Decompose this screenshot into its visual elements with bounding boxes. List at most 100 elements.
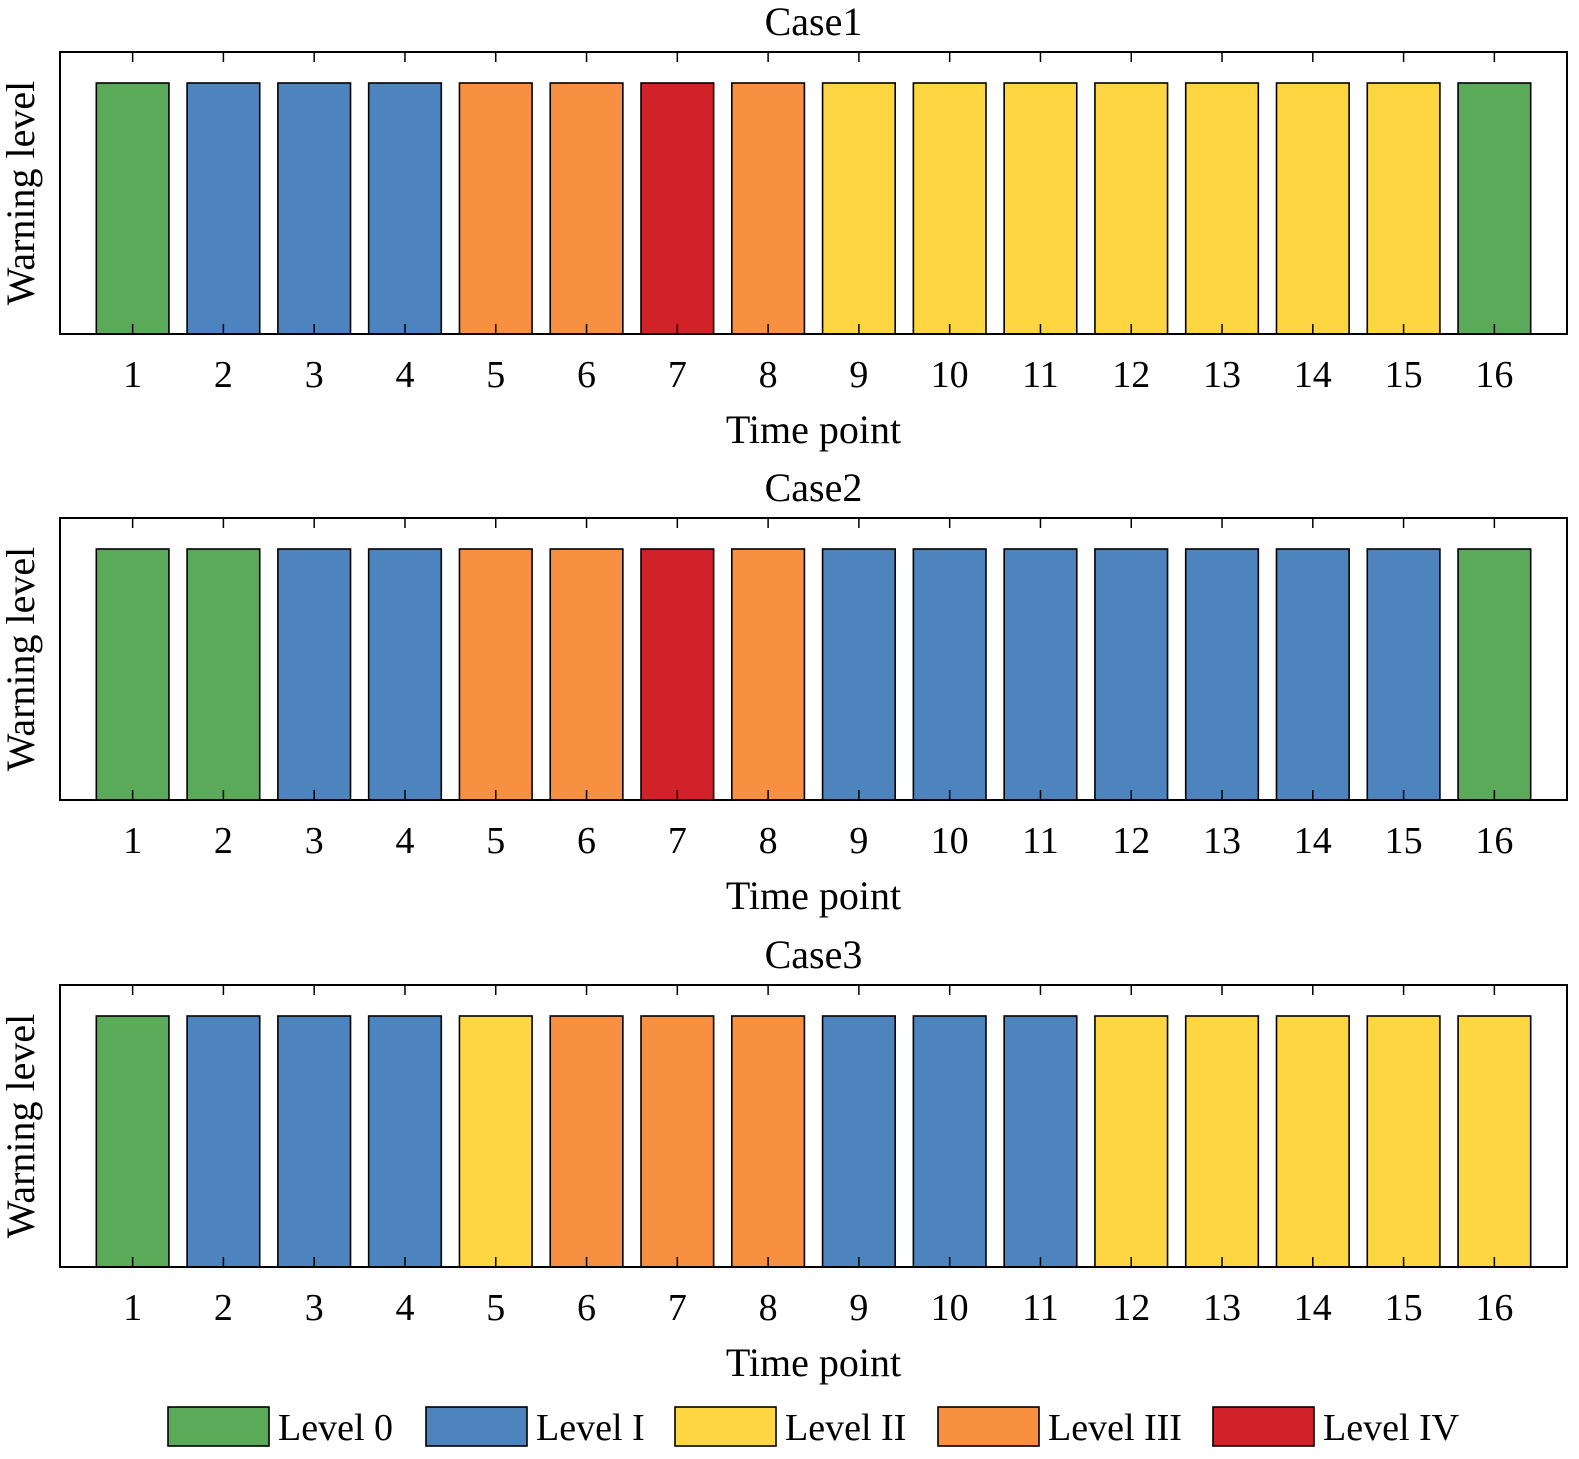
bar-14 xyxy=(1275,548,1350,801)
bar-2 xyxy=(186,82,261,335)
y-axis-label: Warning level xyxy=(0,547,43,771)
x-tick-label: 2 xyxy=(214,354,233,396)
axes-frame xyxy=(59,984,1568,1268)
legend-label: Level IV xyxy=(1323,1407,1460,1449)
x-tick-label: 11 xyxy=(1022,1287,1059,1329)
legend-item-level3: Level III xyxy=(937,1406,1182,1449)
x-tick-label: 11 xyxy=(1022,354,1059,396)
bar-7 xyxy=(640,1015,715,1268)
x-tick-label: 10 xyxy=(931,354,969,396)
bar-11 xyxy=(1003,548,1078,801)
x-tick-label: 1 xyxy=(123,820,142,862)
bar-9 xyxy=(821,82,897,335)
chart-title: Case1 xyxy=(765,0,863,44)
bar-5 xyxy=(458,82,533,335)
chart-title: Case2 xyxy=(765,465,863,510)
x-tick-label: 16 xyxy=(1475,354,1513,396)
x-tick-label: 15 xyxy=(1385,1287,1423,1329)
x-tick-label: 2 xyxy=(214,820,233,862)
bar-14 xyxy=(1275,82,1350,335)
x-tick-label: 6 xyxy=(577,354,596,396)
x-tick-label: 4 xyxy=(395,354,414,396)
bar-5 xyxy=(458,1015,533,1268)
legend-label: Level I xyxy=(536,1407,645,1449)
x-tick-label: 1 xyxy=(123,1287,142,1329)
bar-16 xyxy=(1457,1015,1532,1268)
bar-8 xyxy=(730,1015,806,1268)
legend-swatch xyxy=(167,1406,270,1447)
x-tick-label: 5 xyxy=(486,1287,505,1329)
legend-item-level1: Level I xyxy=(425,1406,645,1449)
x-tick-label: 14 xyxy=(1294,354,1332,396)
x-tick-label: 5 xyxy=(486,354,505,396)
bar-15 xyxy=(1366,1015,1441,1268)
x-tick-label: 9 xyxy=(849,354,868,396)
x-tick-label: 14 xyxy=(1294,1287,1332,1329)
bar-10 xyxy=(912,82,987,335)
bar-6 xyxy=(549,548,624,801)
bar-7 xyxy=(640,82,715,335)
bar-2 xyxy=(186,1015,261,1268)
x-tick-label: 3 xyxy=(305,820,324,862)
x-tick-label: 14 xyxy=(1294,820,1332,862)
x-tick-label: 10 xyxy=(931,1287,969,1329)
bar-12 xyxy=(1094,548,1169,801)
x-tick-label: 9 xyxy=(849,1287,868,1329)
x-tick-label: 8 xyxy=(759,354,778,396)
x-tick-label: 15 xyxy=(1385,354,1423,396)
bar-4 xyxy=(367,82,443,335)
bar-8 xyxy=(730,548,806,801)
bar-11 xyxy=(1003,82,1078,335)
x-tick-label: 3 xyxy=(305,1287,324,1329)
x-tick-label: 7 xyxy=(668,820,687,862)
x-tick-label: 12 xyxy=(1112,1287,1150,1329)
x-axis-label: Time point xyxy=(726,873,901,918)
x-tick-label: 11 xyxy=(1022,820,1059,862)
bar-9 xyxy=(821,548,897,801)
x-tick-label: 5 xyxy=(486,820,505,862)
y-axis-label: Warning level xyxy=(0,81,43,305)
bar-6 xyxy=(549,82,624,335)
bar-4 xyxy=(367,1015,443,1268)
bar-5 xyxy=(458,548,533,801)
x-tick-label: 1 xyxy=(123,354,142,396)
bar-13 xyxy=(1184,82,1260,335)
x-tick-label: 2 xyxy=(214,1287,233,1329)
x-tick-label: 4 xyxy=(395,1287,414,1329)
bar-3 xyxy=(277,548,352,801)
axes-frame xyxy=(59,51,1568,335)
bar-14 xyxy=(1275,1015,1350,1268)
bar-15 xyxy=(1366,548,1441,801)
legend-swatch xyxy=(425,1406,528,1447)
legend-label: Level III xyxy=(1048,1407,1182,1449)
x-tick-label: 8 xyxy=(759,820,778,862)
bar-3 xyxy=(277,1015,352,1268)
bar-11 xyxy=(1003,1015,1078,1268)
bar-3 xyxy=(277,82,352,335)
y-axis-label: Warning level xyxy=(0,1014,43,1238)
legend-item-level4: Level IV xyxy=(1212,1406,1460,1449)
x-tick-label: 8 xyxy=(759,1287,778,1329)
x-tick-label: 13 xyxy=(1203,820,1241,862)
bar-1 xyxy=(95,1015,170,1268)
chart-title: Case3 xyxy=(765,932,863,977)
bar-1 xyxy=(95,548,170,801)
x-axis-label: Time point xyxy=(726,407,901,452)
x-tick-label: 16 xyxy=(1475,1287,1513,1329)
x-axis-label: Time point xyxy=(726,1340,901,1385)
bar-10 xyxy=(912,548,987,801)
legend: Level 0 Level I Level II Level III Level IV xyxy=(167,1406,1460,1449)
x-tick-label: 4 xyxy=(395,820,414,862)
legend-item-level2: Level II xyxy=(674,1406,906,1449)
legend-label: Level 0 xyxy=(278,1407,393,1449)
bar-12 xyxy=(1094,82,1169,335)
bar-13 xyxy=(1184,548,1260,801)
x-tick-label: 3 xyxy=(305,354,324,396)
bar-9 xyxy=(821,1015,897,1268)
bar-12 xyxy=(1094,1015,1169,1268)
x-tick-label: 7 xyxy=(668,354,687,396)
x-tick-label: 12 xyxy=(1112,820,1150,862)
